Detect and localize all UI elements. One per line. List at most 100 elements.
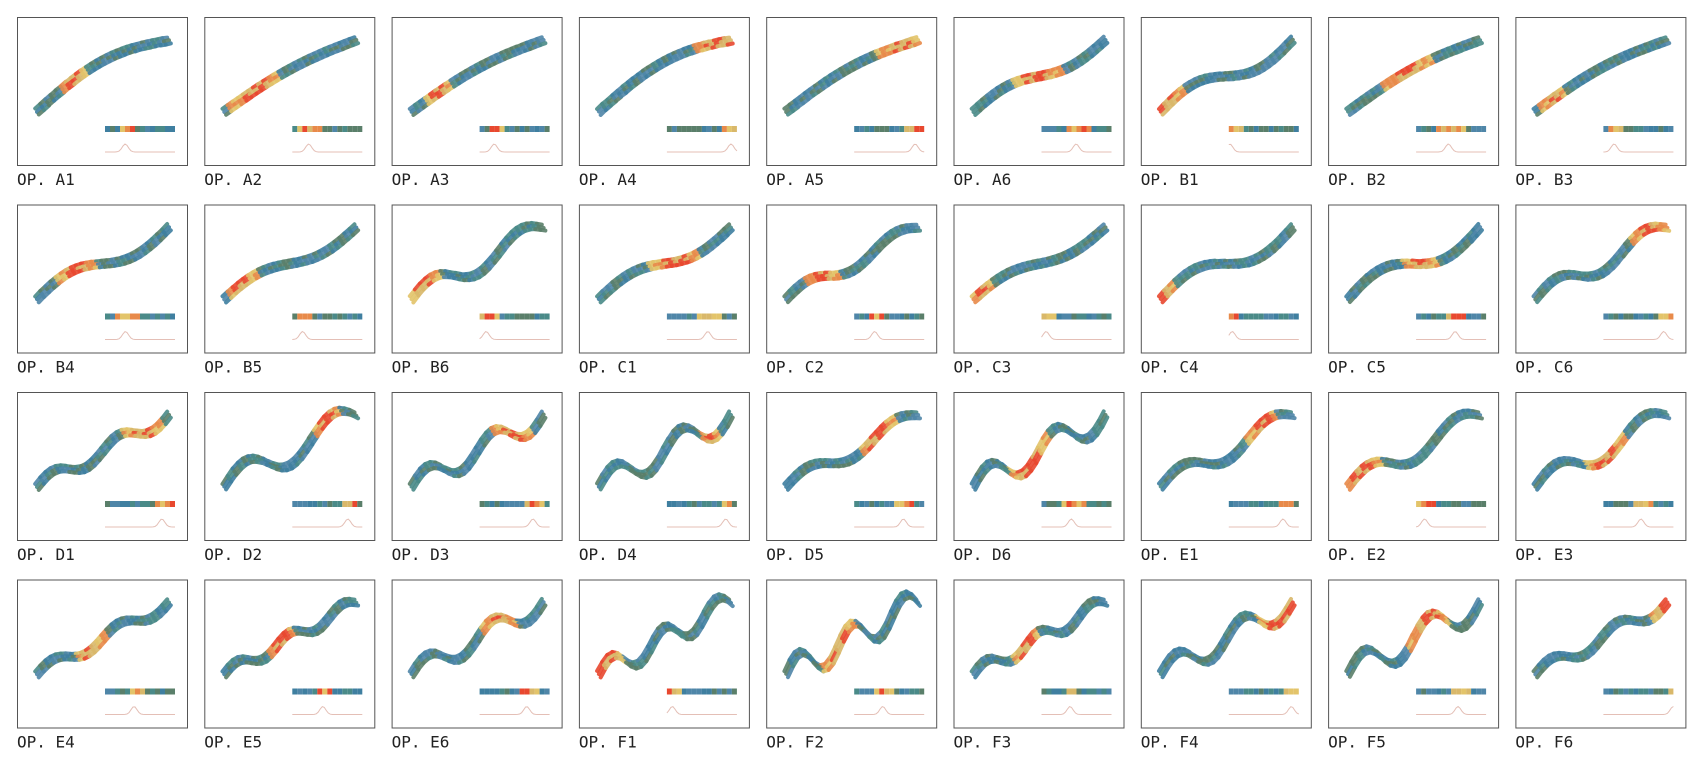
strip-cell: [1633, 688, 1639, 695]
strip-cell: [145, 688, 150, 695]
ribbon-segment: [1662, 603, 1672, 614]
panel: OP. C6: [1515, 204, 1687, 377]
strip-cell: [504, 501, 510, 507]
strip-cell: [701, 313, 707, 320]
ribbon-segment: [1474, 415, 1484, 421]
strip-cell: [859, 688, 865, 695]
strip-cell: [864, 688, 870, 695]
strip-cell: [1618, 688, 1624, 695]
strip-cell: [539, 126, 545, 132]
strip-cell: [494, 313, 500, 320]
strip-cell: [1081, 688, 1087, 695]
strip-cell: [145, 313, 150, 320]
ribbon-segment: [163, 603, 173, 614]
strip-cell: [666, 126, 672, 132]
strip-cell: [1258, 313, 1264, 320]
strip-cell: [671, 126, 677, 132]
strip-cell: [509, 313, 515, 320]
strip-cell: [1603, 501, 1609, 507]
strip-cell: [1466, 688, 1472, 695]
ribbon-segment: [1660, 412, 1670, 418]
ribbon-segment: [1287, 228, 1297, 238]
strip-cell: [534, 688, 540, 695]
panel-label: OP. B4: [17, 358, 75, 377]
strip-cell: [509, 688, 515, 695]
strip-cell: [676, 313, 682, 320]
panel: OP. E6: [391, 579, 563, 752]
strip-cell: [1056, 313, 1062, 320]
strip-cell: [155, 126, 160, 132]
strip-cell: [711, 126, 717, 132]
strip-cell: [1283, 126, 1289, 132]
strip-cell: [1278, 313, 1284, 320]
strip-cell: [1431, 501, 1437, 507]
strip-cell: [1481, 126, 1487, 132]
strip-cell: [1668, 688, 1674, 695]
profile-curve: [1228, 706, 1300, 715]
strip-cell: [479, 126, 485, 132]
strip-cell: [509, 126, 515, 132]
strip-cell: [509, 501, 515, 507]
strip-cell: [879, 126, 885, 132]
ribbon-segment: [1287, 415, 1297, 421]
strip-cell: [1106, 126, 1112, 132]
ribbon-segment: [892, 604, 902, 620]
strip-cell: [1101, 501, 1107, 507]
strip-cell: [666, 501, 672, 507]
strip-cell: [130, 313, 135, 320]
strip-cell: [1653, 688, 1659, 695]
strip-cell: [686, 501, 692, 507]
ribbon-segment: [1096, 596, 1106, 602]
strip-cell: [1608, 501, 1614, 507]
strip-cell: [869, 126, 875, 132]
panel-label: OP. C2: [766, 358, 824, 377]
ribbon-segment: [1285, 600, 1295, 613]
strip-cell: [499, 313, 505, 320]
panel-frame: [17, 579, 188, 729]
strip-cell: [666, 313, 672, 320]
panel: OP. E2: [1328, 392, 1500, 564]
ribbon-segment: [1096, 34, 1106, 44]
panel-label: OP. C4: [1141, 358, 1199, 377]
strip-cell: [1426, 126, 1432, 132]
panel-label: OP. E6: [392, 733, 450, 752]
ribbon-segment: [883, 609, 894, 625]
strip-cell: [489, 501, 495, 507]
strip-cell: [909, 688, 915, 695]
ribbon-segment: [163, 228, 173, 238]
strip-cell: [1076, 126, 1082, 132]
strip-cell: [909, 126, 915, 132]
strip-cell: [716, 501, 722, 507]
strip-cell: [701, 501, 707, 507]
strip-cell: [317, 688, 323, 695]
strip-cell: [357, 688, 363, 695]
strip-cell: [1283, 501, 1289, 507]
strip-cell: [1086, 313, 1092, 320]
strip-cell: [529, 126, 535, 132]
strip-cell: [1426, 313, 1432, 320]
strip-cell: [1481, 501, 1487, 507]
ribbon-segment: [1471, 222, 1481, 232]
strip-cell: [115, 501, 120, 507]
strip-cell: [1051, 313, 1057, 320]
strip-cell: [135, 126, 140, 132]
strip-cell: [1416, 313, 1422, 320]
strip-cell: [1623, 688, 1629, 695]
strip-cell: [859, 126, 865, 132]
strip-cell: [894, 688, 900, 695]
ribbon-segment: [1471, 597, 1481, 611]
strip-cell: [1051, 126, 1057, 132]
strip-cell: [1228, 313, 1234, 320]
ribbon-segment: [1287, 603, 1297, 616]
strip-cell: [1106, 313, 1112, 320]
strip-cell: [1658, 313, 1664, 320]
strip-cell: [544, 688, 550, 695]
strip-cell: [165, 501, 170, 507]
strip-cell: [884, 688, 890, 695]
panel: OP. F5: [1328, 579, 1500, 752]
panel-frame: [1140, 204, 1312, 354]
strip-cell: [681, 126, 687, 132]
strip-cell: [1061, 688, 1067, 695]
strip-cell: [1613, 126, 1619, 132]
strip-cell: [307, 688, 313, 695]
